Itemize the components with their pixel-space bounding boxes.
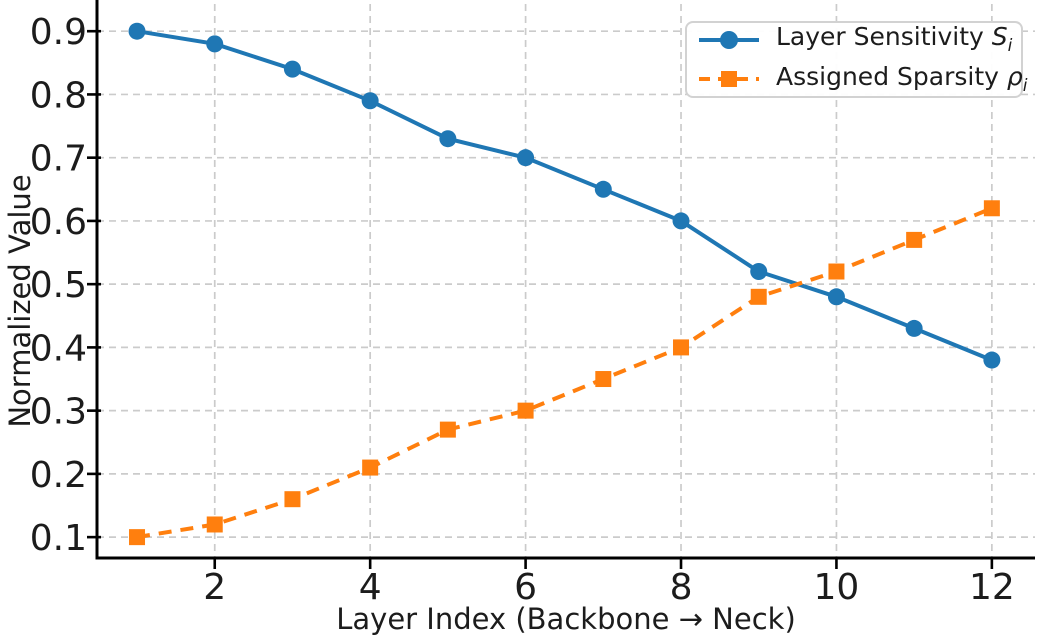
- y-tick-label: 0.3: [30, 392, 87, 433]
- data-point-marker: [827, 288, 845, 306]
- legend-math-subscript: i: [1007, 36, 1013, 57]
- x-tick-label: 8: [670, 567, 693, 608]
- series-line-0: [136, 29, 993, 362]
- y-tick-label: 0.6: [30, 202, 87, 243]
- legend-item-layer-sensitivity: Layer Sensitivity Si: [697, 23, 1012, 56]
- legend-text: Assigned Sparsity: [776, 62, 999, 91]
- data-point-marker: [594, 180, 612, 198]
- data-point-marker: [517, 402, 534, 419]
- x-tick-label: 2: [203, 567, 226, 608]
- legend-math-symbol: S: [991, 22, 1008, 52]
- data-point-marker: [517, 149, 535, 167]
- data-point-marker: [439, 421, 456, 438]
- data-point-marker: [906, 231, 923, 248]
- data-point-marker: [128, 22, 146, 40]
- legend: Layer Sensitivity Si Assigned Sparsity ρ…: [685, 21, 1027, 98]
- y-tick-label: 0.7: [30, 139, 87, 180]
- x-tick-label: 6: [514, 567, 537, 608]
- legend-sample-dashed-square-icon: [699, 71, 759, 88]
- series-line-1: [136, 206, 993, 540]
- data-point-marker: [595, 371, 612, 388]
- data-point-marker: [828, 263, 845, 280]
- data-point-marker: [283, 60, 301, 78]
- data-point-marker: [983, 351, 1001, 369]
- x-tick-label: 10: [814, 567, 860, 608]
- legend-label-layer-sensitivity: Layer Sensitivity Si: [776, 23, 1012, 56]
- data-point-marker: [750, 263, 768, 281]
- legend-sample-solid-circle-icon: [699, 30, 759, 49]
- data-point-marker: [673, 339, 690, 356]
- y-tick-label: 0.1: [30, 518, 87, 559]
- legend-math-symbol: ρ: [1006, 62, 1023, 91]
- data-point-marker: [750, 288, 767, 305]
- data-point-marker: [905, 319, 923, 337]
- y-tick-label: 0.8: [30, 75, 87, 116]
- data-point-marker: [983, 200, 1000, 217]
- data-point-marker: [672, 212, 690, 230]
- x-tick-label: 12: [969, 567, 1015, 608]
- x-axis-label: Layer Index (Backbone → Neck): [336, 602, 796, 636]
- y-tick-label: 0.5: [30, 265, 87, 306]
- legend-item-assigned-sparsity: Assigned Sparsity ρi: [697, 63, 1027, 96]
- data-point-marker: [284, 491, 301, 508]
- legend-label-assigned-sparsity: Assigned Sparsity ρi: [776, 63, 1027, 96]
- data-point-marker: [362, 459, 379, 476]
- y-axis-label: Normalized Value: [3, 174, 37, 428]
- x-tick-label: 4: [359, 567, 382, 608]
- data-point-marker: [206, 35, 224, 53]
- data-point-marker: [361, 92, 379, 110]
- data-point-marker: [439, 130, 457, 148]
- legend-text: Layer Sensitivity: [776, 22, 984, 52]
- y-tick-label: 0.4: [30, 328, 87, 369]
- legend-math-subscript: i: [1022, 76, 1028, 96]
- y-tick-label: 0.9: [30, 12, 87, 53]
- data-point-marker: [129, 529, 146, 546]
- y-tick-label: 0.2: [30, 455, 87, 496]
- data-point-marker: [206, 516, 223, 533]
